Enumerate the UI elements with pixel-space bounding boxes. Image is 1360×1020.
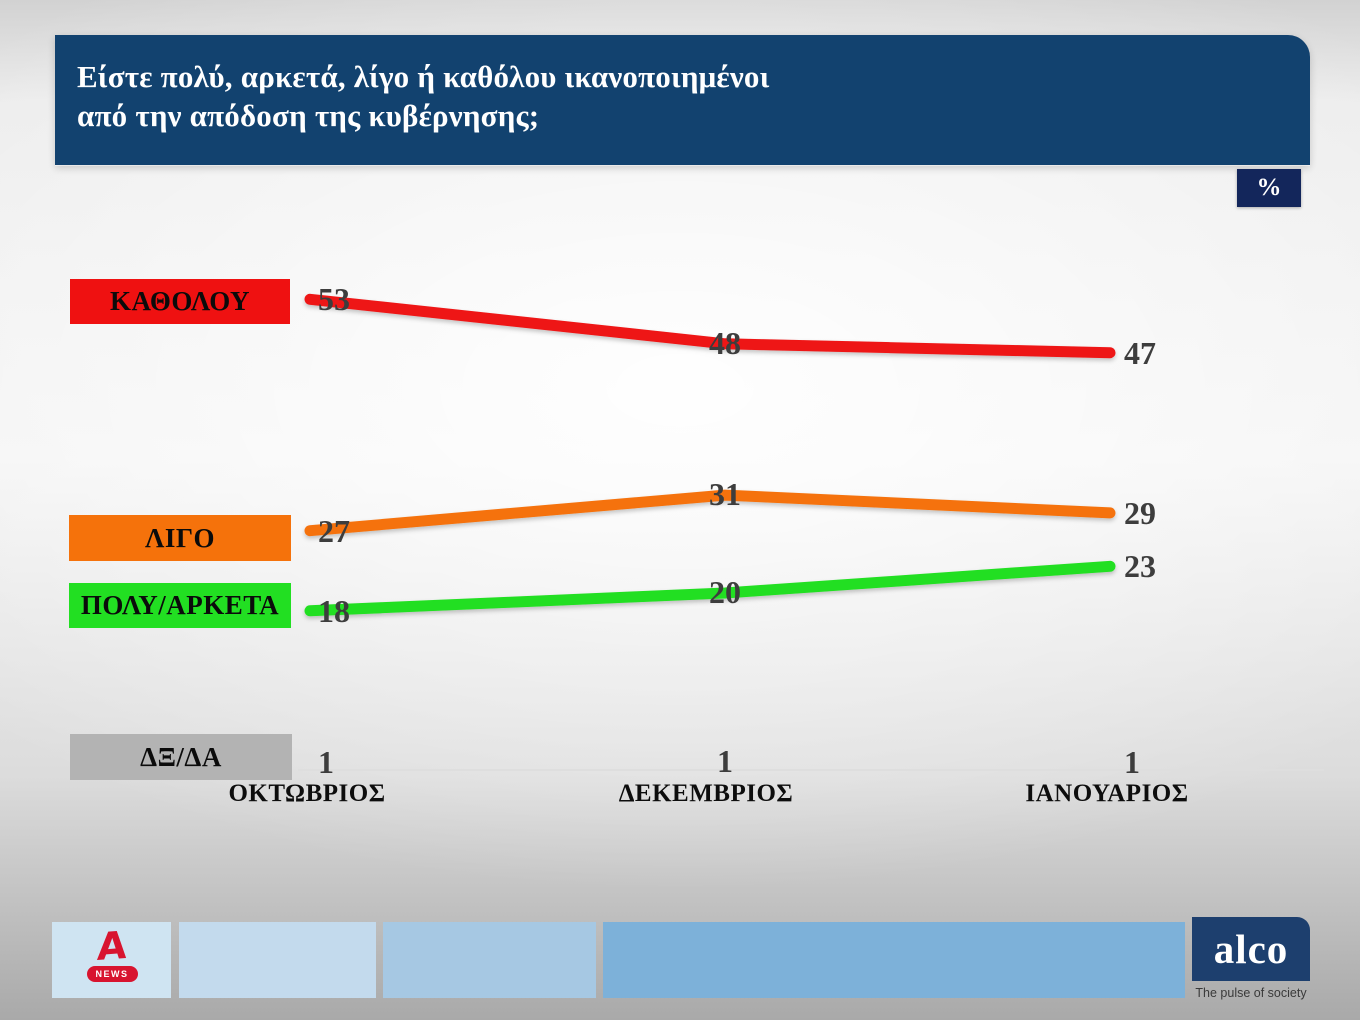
legend-katholou: ΚΑΘΟΛΟΥ (70, 279, 290, 324)
legend-katholou-label: ΚΑΘΟΛΟΥ (109, 286, 251, 316)
value-label: 47 (1124, 334, 1156, 371)
question-title-line2: από την απόδοση της κυβέρνησης; (77, 98, 540, 133)
alco-tagline: The pulse of society (1195, 986, 1307, 1000)
value-label: 1 (318, 744, 334, 781)
legend-ligo: ΛΙΓΟ (69, 515, 291, 561)
legend-poly-arketa-label: ΠΟΛΥ/ΑΡΚΕΤΑ (80, 590, 280, 620)
x-axis-label: ΟΚΤΩΒΡΙΟΣ (228, 780, 386, 807)
x-axis-label: ΔΕΚΕΜΒΡΙΟΣ (618, 780, 794, 807)
legend-dx-da-label: ΔΞ/ΔΑ (140, 741, 222, 772)
alpha-letter-icon: A (96, 923, 128, 969)
x-axis-label: ΙΑΝΟΥΑΡΙΟΣ (1025, 780, 1189, 807)
value-label: 48 (709, 324, 741, 361)
value-label: 53 (318, 281, 350, 318)
value-label: 29 (1124, 494, 1156, 531)
percent-unit-label: % (1256, 174, 1282, 201)
question-title-bar: Είστε πολύ, αρκετά, λίγο ή καθόλου ικανο… (55, 35, 1310, 165)
series-line-1 (304, 489, 1116, 537)
alpha-news-logo: A NEWS (76, 923, 148, 992)
news-pill-badge: NEWS (86, 966, 138, 982)
footer-block-3 (383, 922, 596, 998)
percent-unit-badge: % (1237, 169, 1301, 207)
value-label: 18 (318, 592, 350, 629)
value-label: 20 (709, 574, 741, 610)
value-label: 23 (1124, 548, 1156, 585)
alco-logo: alco (1192, 917, 1310, 981)
footer-block-channel: A NEWS (52, 922, 171, 998)
value-label: 1 (1124, 744, 1140, 781)
legend-dx-da: ΔΞ/ΔΑ (70, 734, 292, 780)
series-line-0 (304, 293, 1116, 359)
value-label: 31 (709, 476, 741, 513)
footer-block-2 (179, 922, 376, 998)
legend-ligo-label: ΛΙΓΟ (144, 522, 216, 553)
value-label: 27 (318, 512, 350, 549)
footer-block-4 (603, 922, 1185, 998)
value-label: 1 (717, 743, 733, 780)
legend-poly-arketa: ΠΟΛΥ/ΑΡΚΕΤΑ (69, 583, 291, 628)
question-title-line1: Είστε πολύ, αρκετά, λίγο ή καθόλου ικανο… (77, 59, 770, 94)
series-line-2 (304, 560, 1116, 617)
alco-logo-text: alco (1213, 926, 1289, 972)
